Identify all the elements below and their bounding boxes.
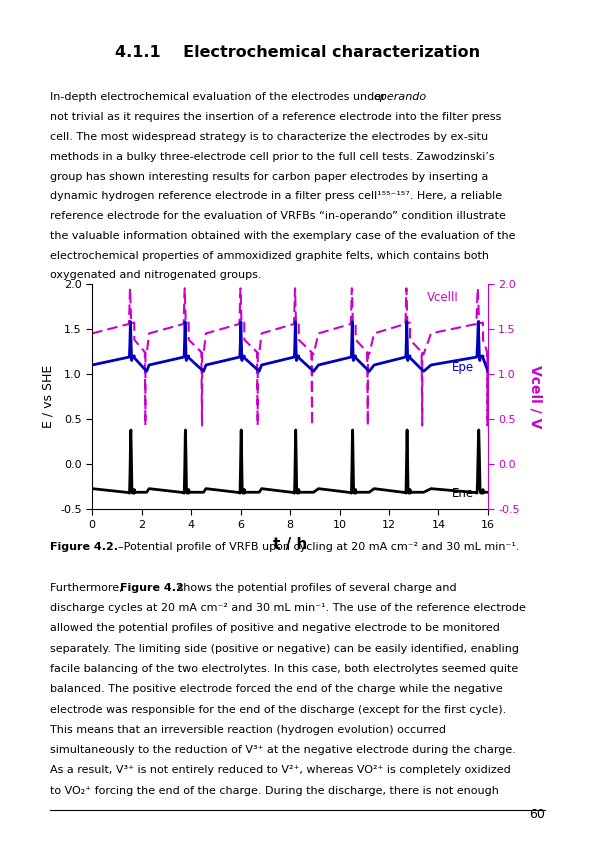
Text: Epe: Epe xyxy=(452,361,474,374)
Text: In-depth electrochemical evaluation of the electrodes under: In-depth electrochemical evaluation of t… xyxy=(50,93,389,103)
Text: not trivial as it requires the insertion of a reference electrode into the filte: not trivial as it requires the insertion… xyxy=(50,112,502,122)
X-axis label: t / h: t / h xyxy=(273,536,307,552)
Text: balanced. The positive electrode forced the end of the charge while the negative: balanced. The positive electrode forced … xyxy=(50,685,503,695)
Text: shows the potential profiles of several charge and: shows the potential profiles of several … xyxy=(174,583,457,593)
Text: group has shown interesting results for carbon paper electrodes by inserting a: group has shown interesting results for … xyxy=(50,172,488,182)
Text: As a result, V³⁺ is not entirely reduced to V²⁺, whereas VO²⁺ is completely oxid: As a result, V³⁺ is not entirely reduced… xyxy=(50,765,511,775)
Text: electrode was responsible for the end of the discharge (except for the first cyc: electrode was responsible for the end of… xyxy=(50,705,506,715)
Text: allowed the potential profiles of positive and negative electrode to be monitore: allowed the potential profiles of positi… xyxy=(50,623,500,633)
Text: cell. The most widespread strategy is to characterize the electrodes by ex-situ: cell. The most widespread strategy is to… xyxy=(50,132,488,142)
Text: 4.1.1    Electrochemical characterization: 4.1.1 Electrochemical characterization xyxy=(115,45,480,60)
Text: dynamic hydrogen reference electrode in a filter press cell¹⁵⁵⁻¹⁵⁷. Here, a reli: dynamic hydrogen reference electrode in … xyxy=(50,191,502,201)
Text: oxygenated and nitrogenated groups.: oxygenated and nitrogenated groups. xyxy=(50,270,261,280)
Text: simultaneously to the reduction of V³⁺ at the negative electrode during the char: simultaneously to the reduction of V³⁺ a… xyxy=(50,745,516,755)
Text: discharge cycles at 20 mA cm⁻² and 30 mL min⁻¹. The use of the reference electro: discharge cycles at 20 mA cm⁻² and 30 mL… xyxy=(50,603,526,613)
Text: reference electrode for the evaluation of VRFBs “in-operando” condition illustra: reference electrode for the evaluation o… xyxy=(50,211,506,221)
Text: Furthermore,: Furthermore, xyxy=(50,583,126,593)
Text: electrochemical properties of ammoxidized graphite felts, which contains both: electrochemical properties of ammoxidize… xyxy=(50,251,489,261)
Text: the valuable information obtained with the exemplary case of the evaluation of t: the valuable information obtained with t… xyxy=(50,231,515,241)
Text: operando: operando xyxy=(373,93,427,103)
Text: facile balancing of the two electrolytes. In this case, both electrolytes seemed: facile balancing of the two electrolytes… xyxy=(50,664,518,674)
Text: methods in a bulky three-electrode cell prior to the full cell tests. Zawodzinsk: methods in a bulky three-electrode cell … xyxy=(50,152,494,162)
Text: Figure 4.2.: Figure 4.2. xyxy=(50,542,118,552)
Text: VcellI: VcellI xyxy=(427,290,459,304)
Text: –Potential profile of VRFB upon cycling at 20 mA cm⁻² and 30 mL min⁻¹.: –Potential profile of VRFB upon cycling … xyxy=(118,542,520,552)
Text: This means that an irreversible reaction (hydrogen evolution) occurred: This means that an irreversible reaction… xyxy=(50,725,446,735)
Y-axis label: E / vs SHE: E / vs SHE xyxy=(42,365,55,429)
Y-axis label: Vcell / V: Vcell / V xyxy=(528,365,542,429)
Text: to VO₂⁺ forcing the end of the charge. During the discharge, there is not enough: to VO₂⁺ forcing the end of the charge. D… xyxy=(50,786,499,796)
Text: 60: 60 xyxy=(529,808,545,821)
Text: Ene: Ene xyxy=(452,487,474,499)
Text: separately. The limiting side (positive or negative) can be easily identified, e: separately. The limiting side (positive … xyxy=(50,644,519,653)
Text: Figure 4.2: Figure 4.2 xyxy=(120,583,184,593)
